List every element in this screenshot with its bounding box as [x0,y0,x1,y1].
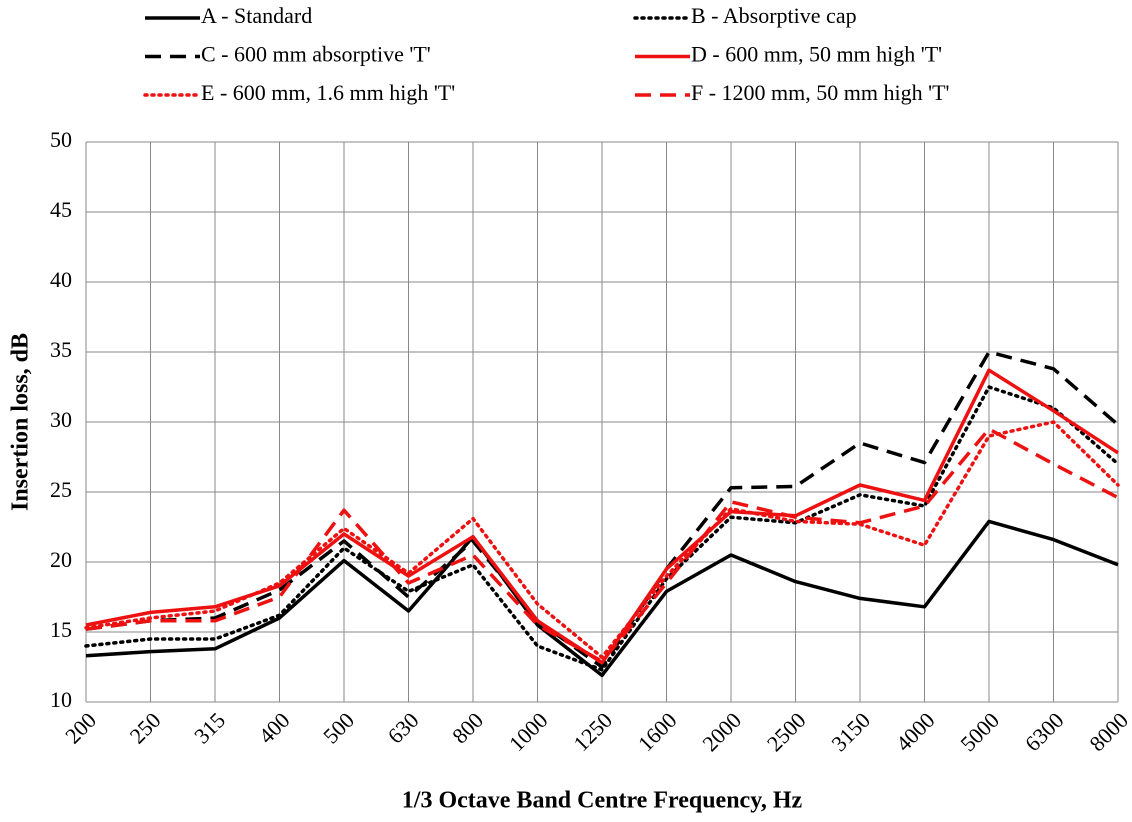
x-tick-label: 5000 [955,707,1004,756]
x-tick-label: 500 [318,707,359,748]
x-tick-label: 630 [383,707,424,748]
legend-label: E - 600 mm, 1.6 mm high 'T' [201,80,455,105]
y-tick-label: 20 [50,547,72,572]
y-tick-label: 10 [50,687,72,712]
x-tick-label: 1250 [568,707,617,756]
series-line [85,350,1120,669]
series-line [85,427,1119,664]
x-tick-label: 8000 [1084,707,1132,756]
x-tick-label: 6300 [1020,707,1069,756]
x-tick-label: 4000 [891,707,940,756]
y-tick-label: 25 [50,477,72,502]
x-tick-label: 2000 [697,707,746,756]
legend-label: F - 1200 mm, 50 mm high 'T' [691,80,950,105]
x-tick-label: 2500 [762,707,811,756]
x-tick-label: 1600 [633,707,682,756]
series-line [84,385,1120,672]
x-axis-label: 1/3 Octave Band Centre Frequency, Hz [402,788,803,814]
series-line [84,420,1120,659]
x-tick-label: 315 [189,707,230,748]
y-tick-label: 30 [50,407,72,432]
x-tick-label: 800 [447,707,488,748]
y-tick-label: 45 [50,197,72,222]
legend-label: A - Standard [201,3,312,28]
y-axis-label: Insertion loss, dB [8,333,34,511]
y-tick-label: 35 [50,337,72,362]
y-tick-label: 15 [50,617,72,642]
y-tick-label: 40 [50,267,72,292]
x-tick-label: 400 [254,707,295,748]
x-tick-label: 1000 [504,707,553,756]
legend-label: D - 600 mm, 50 mm high 'T' [691,42,942,67]
x-tick-label: 3150 [826,707,875,756]
series-line [85,519,1119,678]
legend-label: B - Absorptive cap [691,3,857,28]
x-tick-label: 250 [125,707,166,748]
y-tick-label: 50 [50,127,72,152]
x-tick-label: 200 [60,707,101,748]
legend-label: C - 600 mm absorptive 'T' [201,42,431,67]
